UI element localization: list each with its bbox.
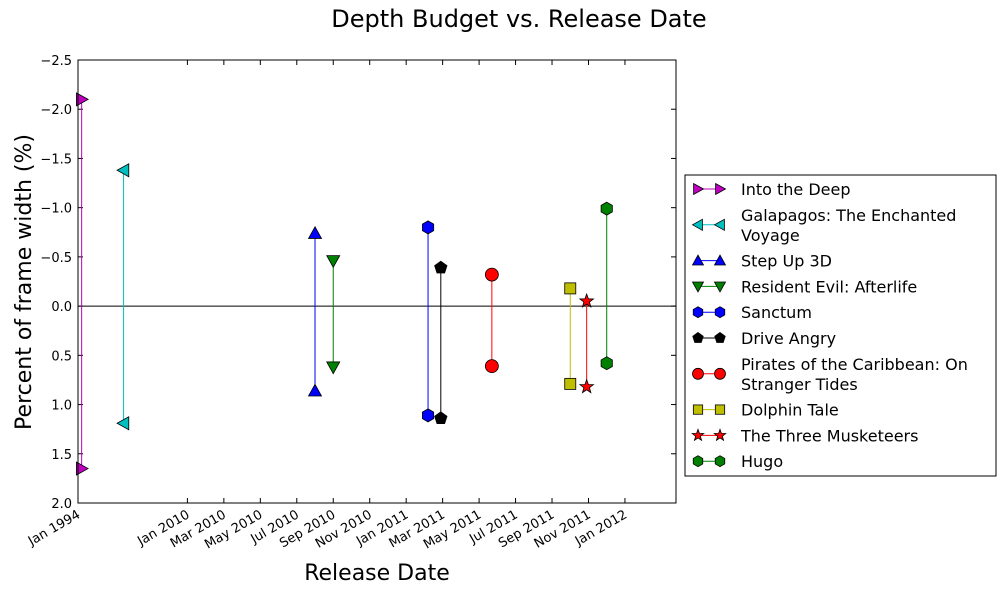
legend-marker xyxy=(714,404,726,415)
plot-frame xyxy=(77,59,677,504)
legend-label: Stranger Tides xyxy=(741,375,858,394)
data-point xyxy=(564,282,577,295)
legend-marker xyxy=(714,455,726,468)
data-point xyxy=(600,201,613,216)
data-point xyxy=(578,378,595,394)
legend-marker xyxy=(693,182,705,196)
data-point xyxy=(600,356,613,371)
legend-label: Galapagos: The Enchanted xyxy=(741,206,956,225)
y-tick-label: 1.0 xyxy=(51,399,72,414)
legend-marker xyxy=(714,367,726,380)
legend-label: Dolphin Tale xyxy=(741,401,839,420)
legend-box xyxy=(684,174,997,477)
legend-label: Pirates of the Caribbean: On xyxy=(741,355,968,374)
legend-label: Drive Angry xyxy=(741,329,836,348)
data-point xyxy=(307,225,323,239)
y-tick-label: 0.5 xyxy=(51,349,72,364)
legend-marker xyxy=(692,306,704,319)
data-point xyxy=(116,163,130,178)
y-tick-label: 1.5 xyxy=(51,448,72,463)
legend-marker xyxy=(714,332,726,343)
data-point xyxy=(307,383,323,397)
legend-label: Step Up 3D xyxy=(741,252,832,271)
legend-label: Sanctum xyxy=(741,303,812,322)
y-tick-label: −2.5 xyxy=(40,54,72,69)
legend-marker xyxy=(691,254,705,266)
data-point xyxy=(116,416,130,431)
legend-label: Resident Evil: Afterlife xyxy=(741,277,917,296)
data-point xyxy=(434,260,448,274)
legend-marker xyxy=(691,281,705,293)
legend-marker xyxy=(713,281,727,293)
x-tick-label: Jan 1994 xyxy=(25,507,83,549)
y-tick-label: 0.0 xyxy=(51,300,72,315)
legend-marker xyxy=(692,404,704,415)
y-tick-label: −1.5 xyxy=(40,152,72,167)
legend-label: Into the Deep xyxy=(741,180,851,199)
data-point xyxy=(76,461,89,476)
data-point xyxy=(484,359,499,374)
legend-marker xyxy=(713,218,725,231)
y-axis-label: Percent of frame width (%) xyxy=(12,134,37,430)
legend-marker xyxy=(714,306,726,319)
legend-marker xyxy=(692,455,704,468)
legend-marker xyxy=(692,332,704,343)
x-axis-label: Release Date xyxy=(304,561,450,586)
y-tick-label: −2.0 xyxy=(40,103,72,118)
data-point xyxy=(578,292,595,308)
legend-label: Hugo xyxy=(741,452,783,471)
chart-title: Depth Budget vs. Release Date xyxy=(331,5,706,33)
legend-marker xyxy=(713,428,727,442)
legend-marker xyxy=(713,254,727,266)
legend-marker xyxy=(715,182,727,196)
data-point xyxy=(76,92,89,107)
data-point xyxy=(434,411,448,425)
data-point xyxy=(422,220,435,235)
legend-label: Voyage xyxy=(741,226,800,245)
legend-marker xyxy=(692,367,704,380)
legend-marker xyxy=(691,218,703,231)
legend-marker xyxy=(691,428,705,442)
y-tick-label: −0.5 xyxy=(40,251,72,266)
y-tick-label: 2.0 xyxy=(51,497,72,512)
data-point xyxy=(326,255,341,269)
y-tick-label: −1.0 xyxy=(40,202,72,217)
data-point xyxy=(326,361,341,375)
data-point xyxy=(484,267,499,282)
data-point xyxy=(564,377,577,390)
data-point xyxy=(422,408,435,423)
legend-label: The Three Musketeers xyxy=(740,426,918,445)
